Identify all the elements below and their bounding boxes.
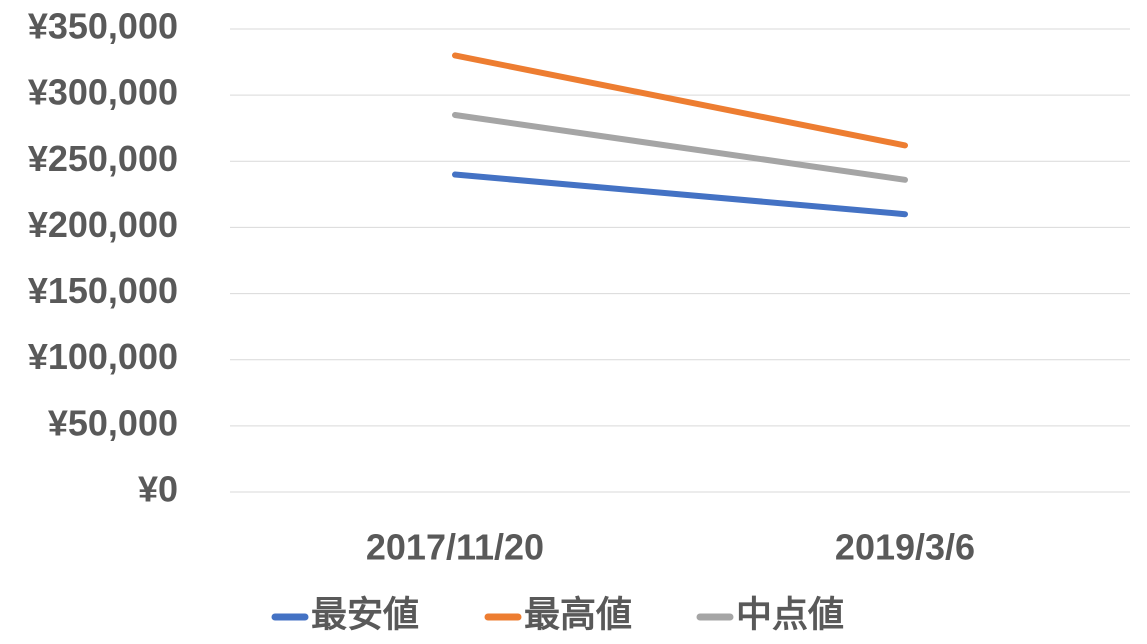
series-line [452,111,908,183]
y-tick-label: ¥100,000 [28,336,178,377]
y-tick-label: ¥150,000 [28,270,178,311]
y-tick-label: ¥0 [138,469,178,510]
y-tick-label: ¥300,000 [28,72,178,113]
legend-label: 最高値 [524,594,632,635]
x-tick-label: 2019/3/6 [835,527,975,568]
series-line [452,171,908,218]
y-tick-label: ¥200,000 [28,204,178,245]
y-tick-label: ¥250,000 [28,138,178,179]
legend-label: 中点値 [736,594,844,635]
y-tick-label: ¥50,000 [48,402,178,443]
legend-label: 最安値 [311,594,419,635]
x-tick-label: 2017/11/20 [366,527,544,568]
y-tick-label: ¥350,000 [28,6,178,47]
series-line [452,52,908,149]
